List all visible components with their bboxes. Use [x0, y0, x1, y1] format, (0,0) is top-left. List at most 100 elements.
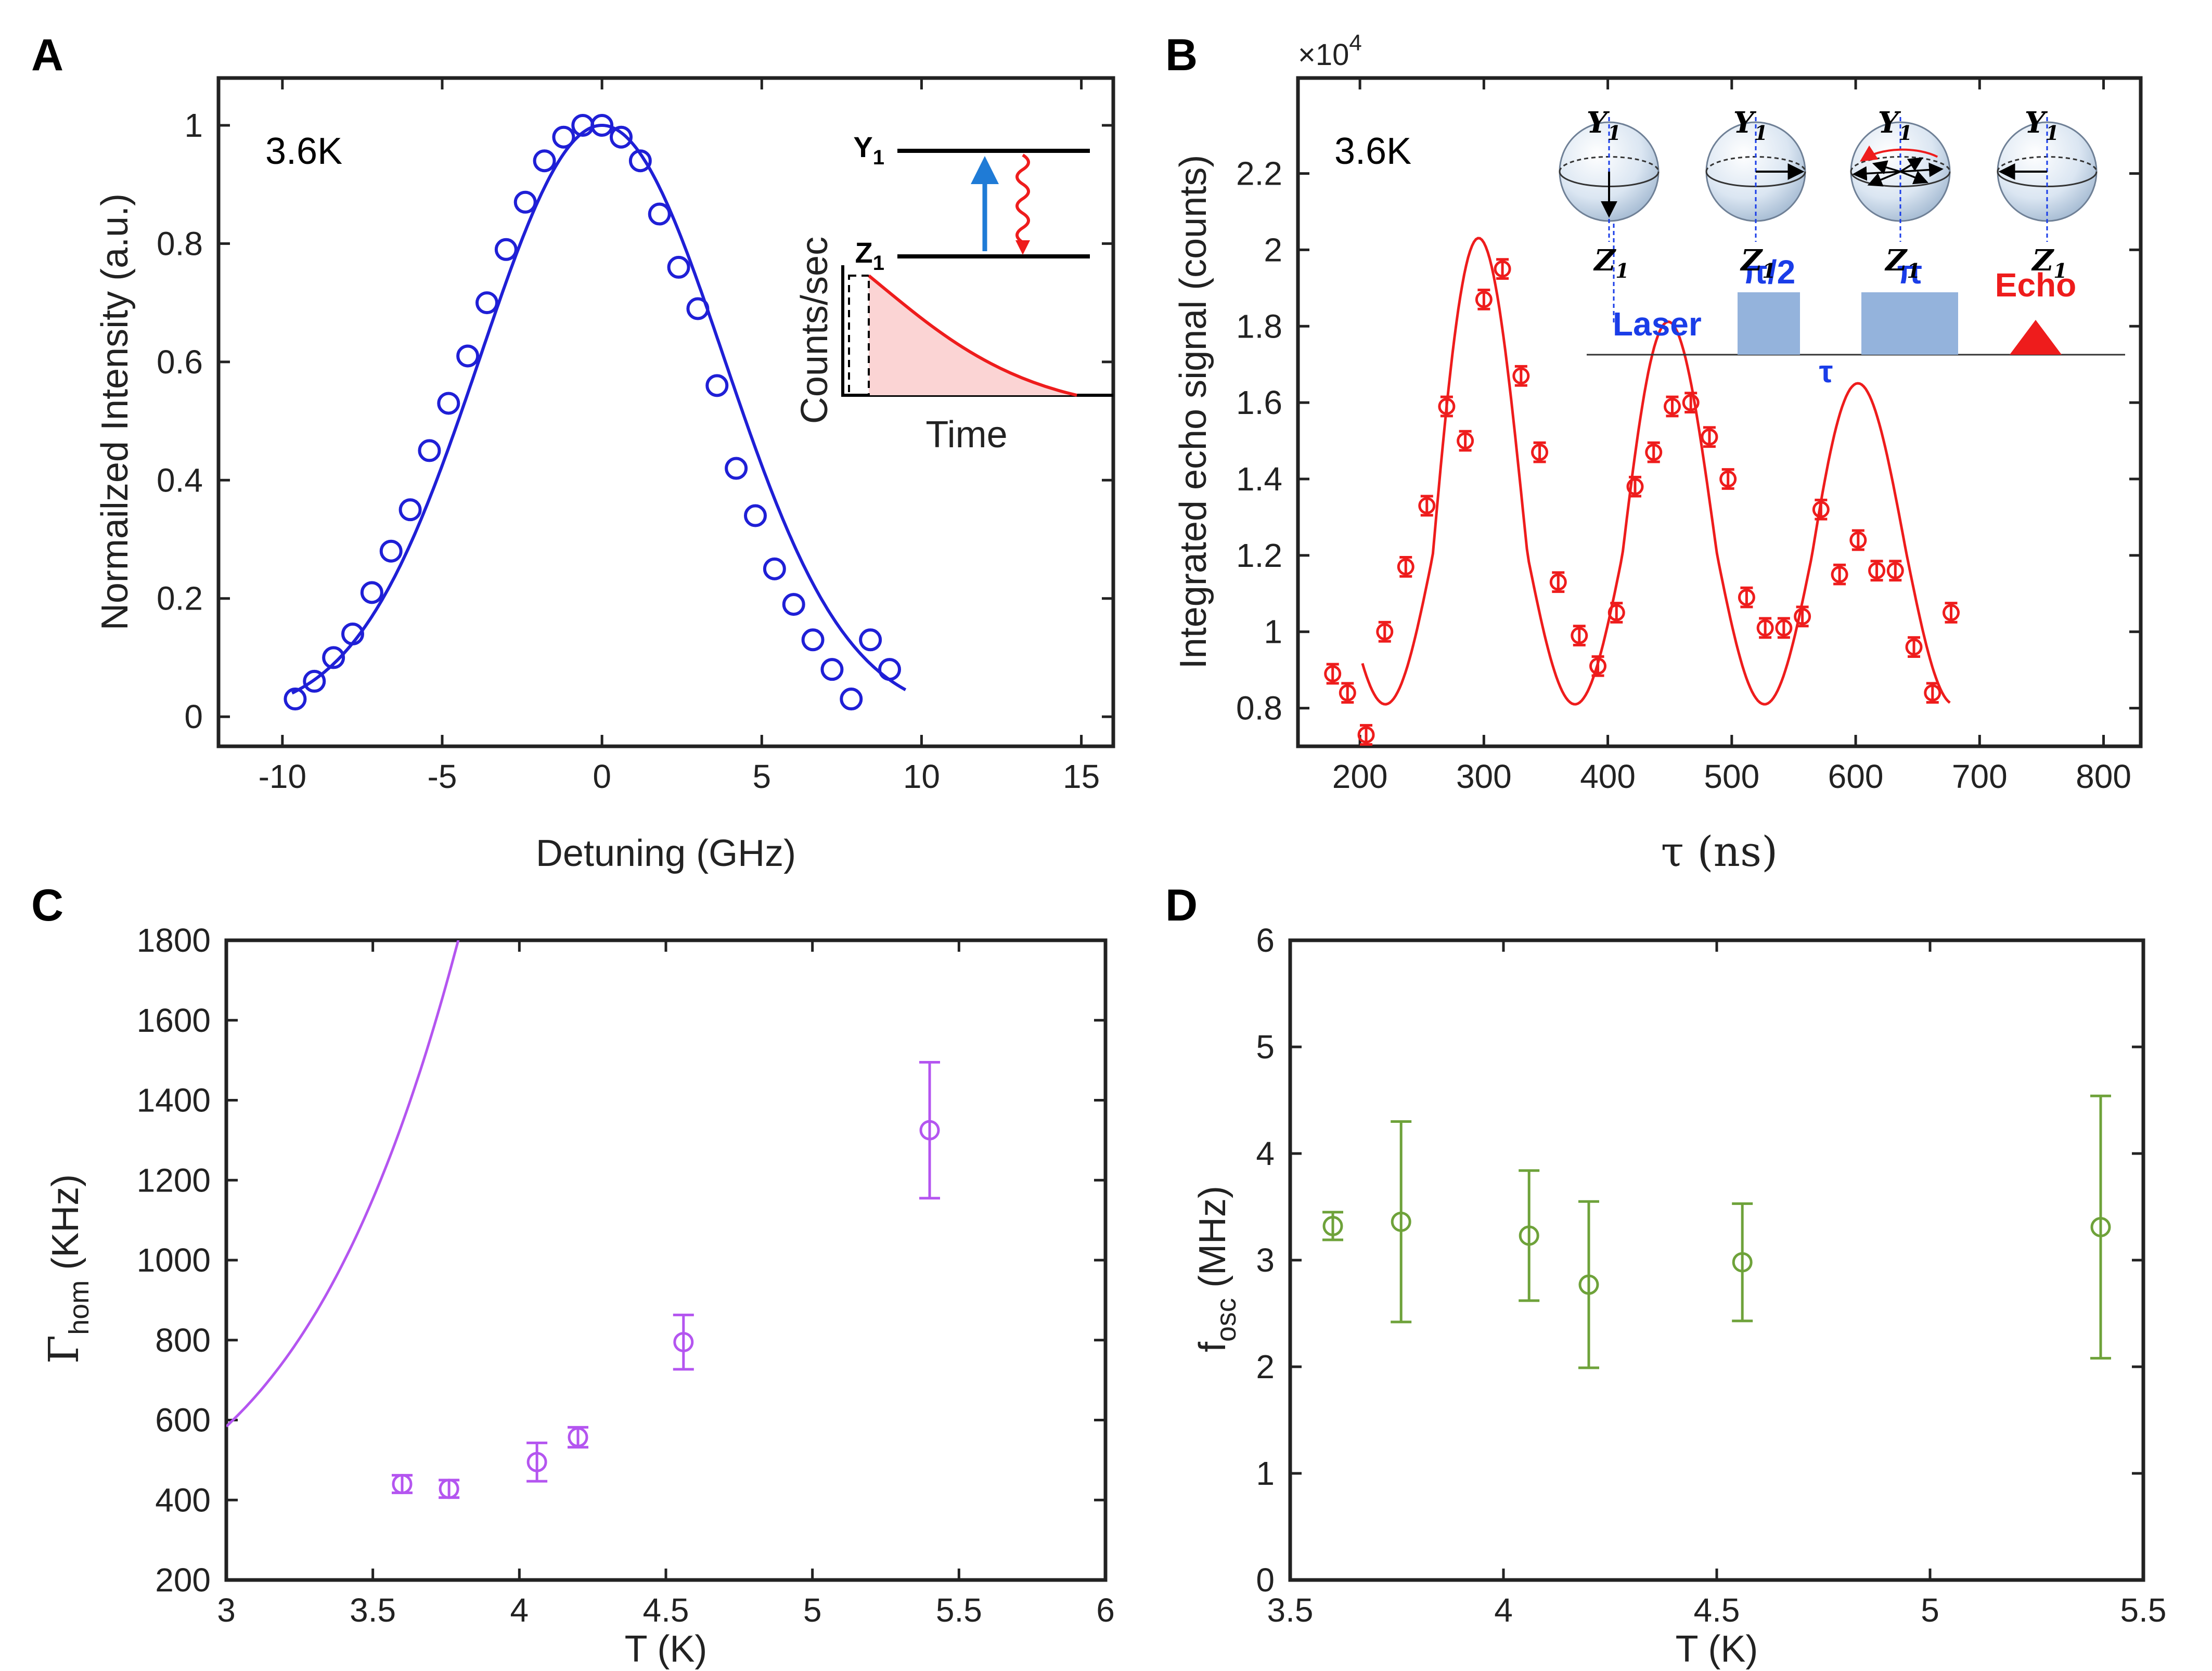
- pulse-pi: [1861, 292, 1958, 355]
- label-y1: Y1: [853, 131, 884, 169]
- data-point: [725, 457, 748, 480]
- y-tick-label: 1200: [137, 1161, 211, 1199]
- y-tick-label: 1400: [137, 1082, 211, 1119]
- dephasing-vector: [1900, 171, 1928, 185]
- data-point: [1849, 531, 1867, 549]
- decay-curve: [868, 274, 1077, 397]
- pulse-half-pi: [1738, 292, 1800, 355]
- y-tick-label: 0: [184, 698, 203, 735]
- y-tick-label: 1: [184, 107, 203, 144]
- x-tick-label: 4: [1494, 1591, 1513, 1629]
- data-point: [1531, 444, 1549, 461]
- data-point: [418, 439, 441, 462]
- tau-label: τ: [1819, 354, 1833, 389]
- dephasing-vector: [1867, 171, 1901, 187]
- x-tick-label: -10: [259, 758, 307, 795]
- data-point: [782, 593, 805, 616]
- panel-c: C 3 3.5 4 4.5 5 5.5 6 200 400 600 800 1000 1200 1400 1…: [31, 880, 1115, 1670]
- y-tick-label: 4: [1256, 1135, 1275, 1172]
- x-tick-label: 5.5: [2120, 1591, 2167, 1629]
- panel-letter-c: C: [31, 880, 63, 930]
- data-point: [610, 125, 633, 149]
- bloch-sphere: Y1 Z1: [1559, 106, 1660, 282]
- data-point: [686, 297, 710, 320]
- data-point: [1663, 397, 1681, 415]
- bloch-sphere: Y1 Z1: [1705, 106, 1806, 282]
- data-point: [341, 622, 364, 645]
- y-axis-label-c: Γhom (KHz): [40, 1174, 95, 1364]
- points-c: [392, 1060, 940, 1499]
- echo-label: Echo: [1995, 266, 2076, 304]
- data-point: [568, 1427, 588, 1448]
- y-tick-label: 2: [1256, 1348, 1275, 1385]
- data-point: [552, 125, 575, 149]
- y-tick-label: 1.6: [1236, 384, 1282, 421]
- y-tick-label: 1.2: [1236, 537, 1282, 574]
- y-tick-label: 1.8: [1236, 307, 1282, 345]
- x-tick-label: 10: [903, 758, 940, 795]
- y-tick-label: 1000: [137, 1241, 211, 1279]
- x-tick-label: 3.5: [350, 1591, 396, 1629]
- data-point: [1418, 497, 1436, 514]
- data-point: [1549, 573, 1567, 591]
- data-point: [1589, 657, 1607, 675]
- pulse-half-pi-label: π/2: [1742, 253, 1795, 291]
- data-point: [1494, 260, 1511, 278]
- data-point: [801, 628, 825, 652]
- data-point: [1376, 623, 1394, 641]
- data-point: [628, 149, 652, 173]
- y-tick-label: 400: [155, 1481, 211, 1519]
- data-point: [1738, 589, 1755, 606]
- y-tick-label: 1: [1264, 613, 1282, 651]
- refocus-arrow: [1860, 145, 1938, 162]
- y-tick-label: 1600: [137, 1002, 211, 1039]
- data-point: [1626, 478, 1644, 496]
- fit-curve-a: [291, 124, 907, 695]
- dephasing-vector: [1900, 157, 1923, 173]
- y-tick-label: 3: [1256, 1241, 1275, 1279]
- y-tick-label: 0: [1256, 1561, 1275, 1599]
- y-tick-label: 1: [1256, 1455, 1275, 1492]
- data-point: [1339, 684, 1356, 702]
- x-tick-label: 200: [1332, 758, 1388, 795]
- y-tick-label: 0.8: [1236, 690, 1282, 727]
- x-tick-label: 500: [1704, 758, 1759, 795]
- x-tick-label: 800: [2076, 758, 2131, 795]
- x-tick-label: 400: [1580, 758, 1636, 795]
- data-point: [392, 1474, 413, 1494]
- y-tick-label: 0.4: [157, 461, 203, 499]
- data-point: [1457, 432, 1474, 450]
- sphere-top-label: Y1: [1587, 106, 1621, 145]
- fit-curve-b: [1361, 237, 1951, 706]
- data-point: [1943, 604, 1960, 621]
- data-point: [919, 1120, 940, 1141]
- ticks-b: 200 300 400 500 600 700 800 0.8 1 1.2 1.4 1.6 1.8 2 2.…: [1236, 78, 2141, 795]
- data-point: [1924, 684, 1941, 702]
- sphere-top-label: Y1: [1733, 106, 1768, 145]
- panel-a: A -10 -5 0 5 10 15 0 0.2 0.4 0.6 0.8 1 3.6K Detunin…: [31, 30, 1115, 874]
- x-axis-label-d: T (K): [1676, 1628, 1758, 1670]
- panel-letter-a: A: [31, 30, 63, 80]
- sphere-top-label: Y1: [2025, 106, 2059, 145]
- data-point: [840, 688, 863, 711]
- data-point: [1397, 558, 1414, 576]
- x-tick-label: 600: [1828, 758, 1884, 795]
- data-point: [590, 113, 614, 137]
- points-d: [1322, 1094, 2111, 1369]
- inset-a-xlabel: Time: [925, 414, 1007, 456]
- x-tick-label: 0: [593, 758, 611, 795]
- y-tick-label: 1.4: [1236, 460, 1282, 498]
- data-point: [379, 539, 403, 563]
- data-point: [1701, 428, 1718, 446]
- bloch-sphere: Y1 Z1: [1850, 106, 1951, 282]
- label-z1: Z1: [855, 236, 884, 275]
- data-point: [1322, 1215, 1343, 1236]
- data-point: [2090, 1216, 2111, 1237]
- echo-triangle: [2010, 320, 2062, 355]
- axes-frame-b: [1296, 76, 2143, 748]
- laser-label: Laser: [1613, 305, 1702, 343]
- inset-b: Laser π/2 π Echo τ Y1 Z1 Y1 Z1 Y1 Z1 Y1 Z1: [1559, 106, 2125, 389]
- data-point: [705, 374, 729, 397]
- x-tick-label: 3: [217, 1591, 236, 1629]
